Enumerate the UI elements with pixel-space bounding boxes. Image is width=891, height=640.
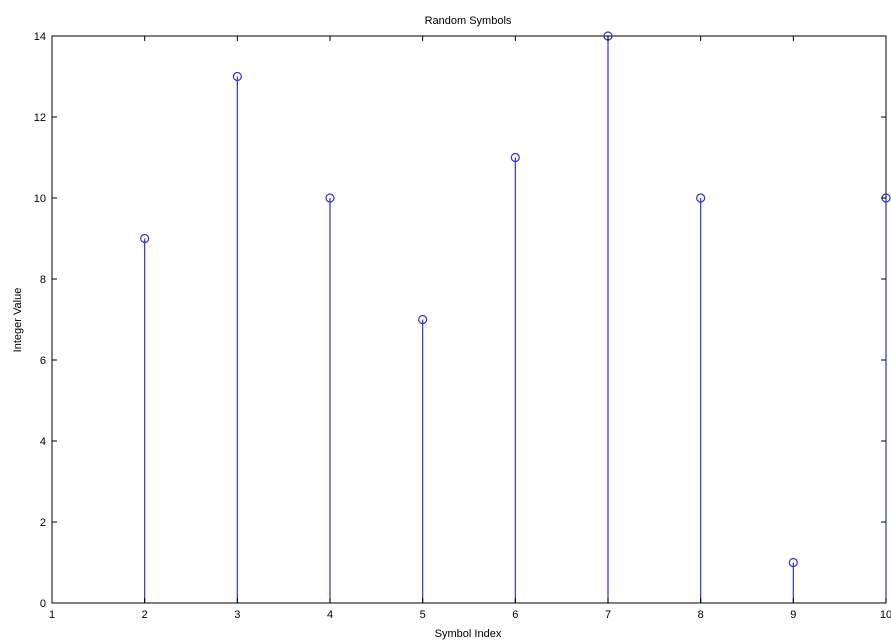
x-tick-label: 10 xyxy=(880,609,891,621)
x-tick-label: 9 xyxy=(790,609,796,621)
x-tick-label: 6 xyxy=(512,609,518,621)
y-tick-label: 0 xyxy=(40,598,46,610)
y-tick-label: 12 xyxy=(34,112,46,124)
y-tick-label: 14 xyxy=(34,31,46,43)
x-tick-label: 1 xyxy=(49,609,55,621)
y-tick-label: 8 xyxy=(40,274,46,286)
x-tick-label: 4 xyxy=(327,609,333,621)
chart-title: Random Symbols xyxy=(425,15,512,27)
x-tick-label: 7 xyxy=(605,609,611,621)
y-axis-label: Integer Value xyxy=(12,288,24,353)
x-tick-label: 8 xyxy=(698,609,704,621)
y-tick-label: 10 xyxy=(34,193,46,205)
x-tick-label: 5 xyxy=(420,609,426,621)
x-tick-label: 2 xyxy=(142,609,148,621)
y-tick-label: 2 xyxy=(40,517,46,529)
x-axis-label: Symbol Index xyxy=(435,628,502,640)
x-tick-label: 3 xyxy=(234,609,240,621)
axes xyxy=(52,36,886,603)
stems xyxy=(145,36,886,603)
y-tick-label: 4 xyxy=(40,436,46,448)
plot-frame xyxy=(52,36,886,603)
y-tick-label: 6 xyxy=(40,355,46,367)
